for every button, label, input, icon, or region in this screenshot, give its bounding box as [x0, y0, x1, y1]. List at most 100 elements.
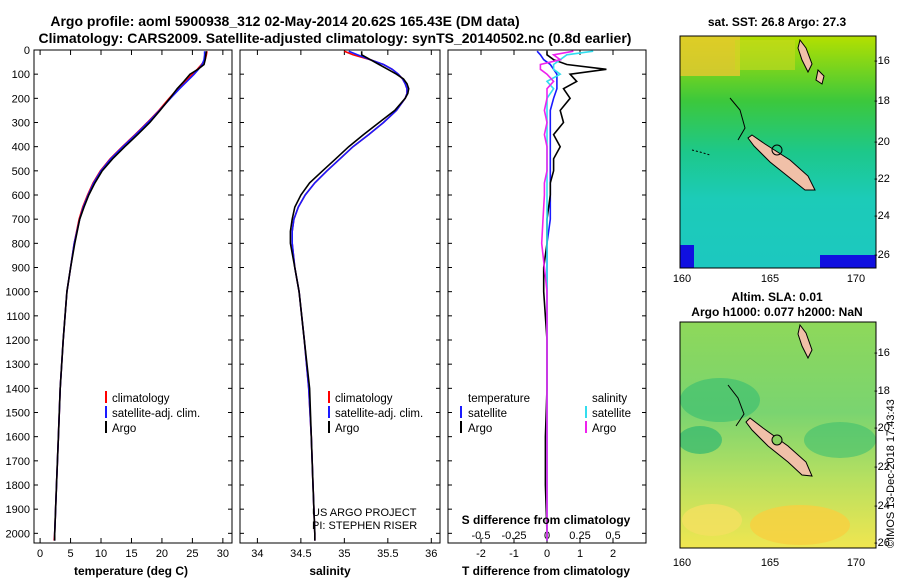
depth-tick-label: 1500 — [6, 408, 30, 420]
vanuatu-island — [815, 68, 825, 85]
depth-tick-label: 500 — [12, 166, 30, 178]
title-line-1: Argo profile: aoml 5900938_312 02-May-20… — [50, 13, 519, 29]
sst-ytick: -18 — [874, 95, 890, 107]
series-line-climatology — [291, 50, 408, 541]
x-tick-label: 36 — [425, 548, 437, 560]
sst-xtick: 160 — [673, 273, 691, 285]
salinity-legend: climatology satellite-adj. clim. Argo — [328, 391, 423, 435]
x-tick-label: -1 — [509, 548, 519, 560]
s-tick-label: 0.5 — [605, 530, 620, 542]
depth-tick-label: 900 — [12, 263, 30, 275]
sla-xtick: 170 — [847, 557, 865, 569]
x-tick-label: 34 — [251, 548, 263, 560]
depth-tick-label: 1400 — [6, 383, 30, 395]
reef-outline — [729, 97, 746, 141]
sla-high-patch — [682, 504, 742, 536]
x-tick-label: 15 — [125, 548, 137, 560]
depth-tick-label: 200 — [12, 93, 30, 105]
legend-climatology: climatology — [112, 393, 170, 405]
series-line-t-argo — [542, 51, 607, 541]
depth-tick-label: 1600 — [6, 432, 30, 444]
sla-xtick: 160 — [673, 557, 691, 569]
vanuatu-island — [797, 38, 813, 74]
legend-salinity-title: salinity — [592, 393, 627, 405]
series-line-satellite-adj-clim- — [291, 50, 408, 541]
x-tick-label: 25 — [186, 548, 198, 560]
depth-tick-label: 1300 — [6, 359, 30, 371]
s-tick-label: -0.25 — [501, 530, 526, 542]
series-line-s-argo — [539, 50, 574, 541]
sst-warm-patch — [680, 36, 740, 76]
depth-tick-label: 0 — [24, 45, 30, 57]
sla-map-subtitle: Argo h1000: 0.077 h2000: NaN — [691, 305, 862, 319]
title-line-2: Climatology: CARS2009. Satellite-adjuste… — [39, 30, 632, 46]
x-tick-label: 20 — [156, 548, 168, 560]
legend-argo: Argo — [112, 423, 136, 435]
t-difference-xlabel: T difference from climatology — [462, 564, 630, 578]
sst-xtick: 170 — [847, 273, 865, 285]
depth-tick-label: 800 — [12, 238, 30, 250]
depth-tick-label: 1100 — [6, 311, 30, 323]
salinity-panel-frame — [239, 49, 441, 544]
sla-ytick: -26 — [874, 537, 890, 549]
legend-satellite: satellite-adj. clim. — [335, 408, 423, 420]
series-line-satellite-adj-clim- — [53, 51, 206, 541]
sst-cool-patch — [680, 245, 694, 268]
legend-s-satellite: satellite — [592, 408, 631, 420]
s-difference-label: S difference from climatology — [462, 513, 631, 527]
depth-tick-label: 100 — [12, 69, 30, 81]
sst-ytick: -24 — [874, 210, 890, 222]
depth-tick-label: 2000 — [6, 528, 30, 540]
sla-ytick: -24 — [874, 500, 890, 512]
sla-ytick: -16 — [874, 347, 890, 359]
vanuatu-island — [797, 323, 813, 360]
reef-outline — [691, 149, 711, 156]
legend-temperature-title: temperature — [468, 393, 530, 405]
credit-project: US ARGO PROJECT — [312, 507, 417, 519]
reef-outline — [727, 384, 745, 427]
depth-tick-label: 1000 — [6, 287, 30, 299]
legend-climatology: climatology — [335, 393, 393, 405]
legend-t-argo: Argo — [468, 423, 492, 435]
x-tick-label: -2 — [476, 548, 486, 560]
depth-tick-label: 400 — [12, 142, 30, 154]
s-tick-label: -0.5 — [472, 530, 491, 542]
legend-swatch-s-satellite — [585, 406, 587, 418]
sst-cool-patch — [820, 255, 876, 268]
x-tick-label: 10 — [95, 548, 107, 560]
temperature-panel-frame — [33, 49, 233, 544]
argo-float-marker — [771, 144, 783, 156]
depth-tick-label: 300 — [12, 118, 30, 130]
x-tick-label: 1 — [577, 548, 583, 560]
x-tick-label: 34.5 — [290, 548, 311, 560]
depth-tick-label: 1800 — [6, 480, 30, 492]
legend-swatch-argo — [328, 421, 330, 433]
x-tick-label: 0 — [544, 548, 550, 560]
series-line-climatology — [53, 51, 208, 541]
sst-warm-patch — [735, 40, 795, 70]
sst-ytick: -22 — [874, 173, 890, 185]
sla-ytick: -20 — [874, 422, 890, 434]
depth-tick-label: 600 — [12, 190, 30, 202]
depth-tick-label: 1200 — [6, 335, 30, 347]
new-caledonia-landmass — [747, 134, 816, 191]
difference-legend: temperature satellite Argo salinity sate… — [460, 393, 631, 435]
x-tick-label: 5 — [67, 548, 73, 560]
sla-map-frame — [679, 321, 877, 549]
difference-plot: -2 -1 0 1 2-0.5 -0.25 0 0.25 0.5 — [448, 49, 646, 560]
depth-tick-label: 700 — [12, 214, 30, 226]
x-tick-label: 2 — [610, 548, 616, 560]
temperature-plot: 0 5 10 15 20 25 30 — [34, 49, 232, 560]
sst-xtick: 165 — [761, 273, 779, 285]
temperature-legend: climatology satellite-adj. clim. Argo — [105, 391, 200, 435]
depth-axis: 0 100 200 300 400 500 600 700 800 900 1000 1100 1200… — [6, 45, 30, 540]
sst-ytick: -20 — [874, 136, 890, 148]
depth-tick-label: 1700 — [6, 456, 30, 468]
imos-stamp: ©IMOS 13-Dec-2018 17:43:43 — [885, 399, 897, 548]
s-tick-label: 0.25 — [569, 530, 590, 542]
depth-tick-label: 1900 — [6, 504, 30, 516]
argo-float-marker — [771, 434, 783, 446]
x-tick-label: 0 — [37, 548, 43, 560]
legend-swatch-satellite — [328, 406, 330, 418]
